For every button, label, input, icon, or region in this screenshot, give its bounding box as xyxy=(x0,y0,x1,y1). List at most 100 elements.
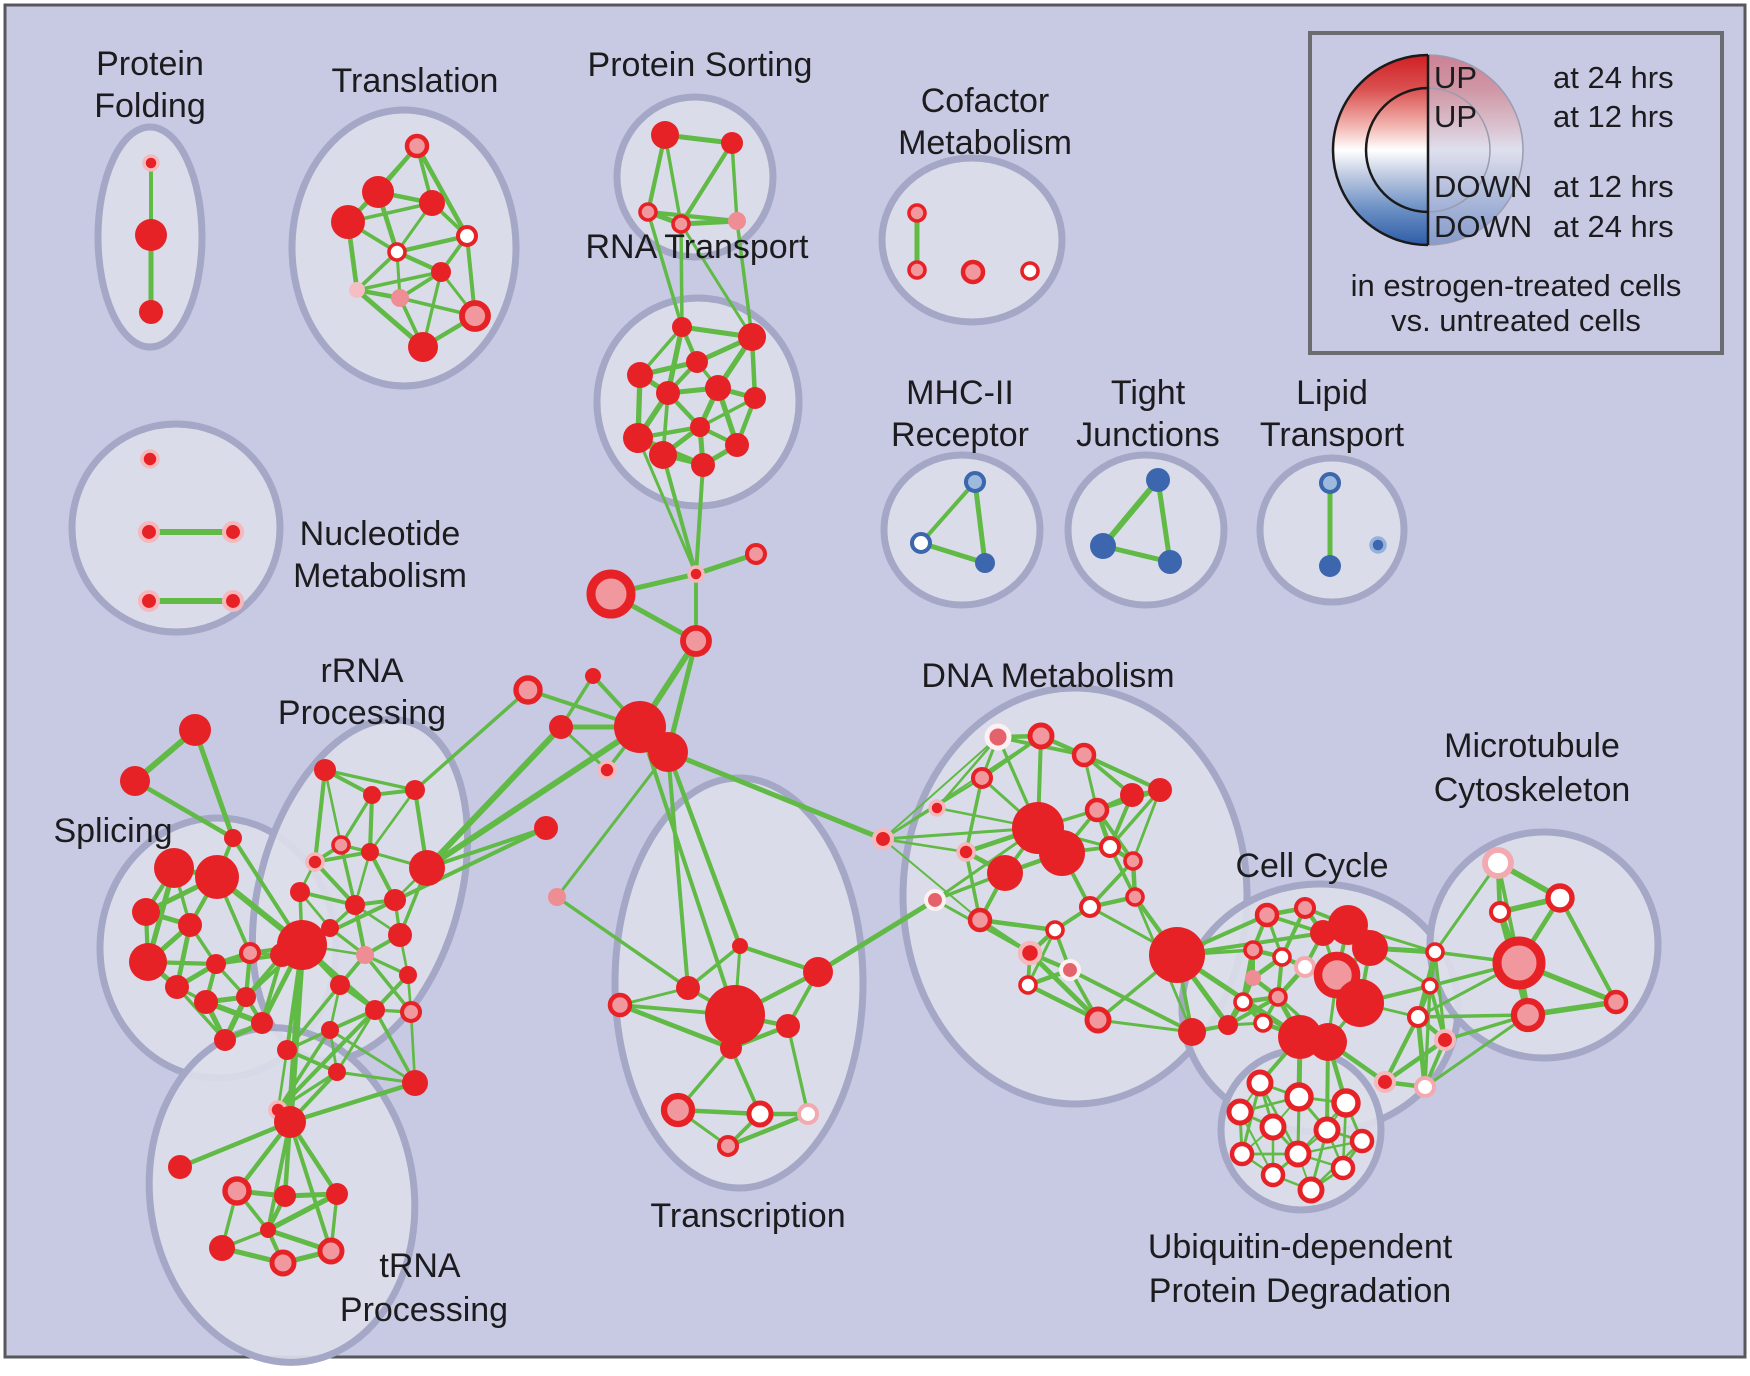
cluster-label-lipid-transport: Transport xyxy=(1260,416,1405,454)
cluster-label-rna-transport: RNA Transport xyxy=(586,228,810,266)
gene-node xyxy=(776,1014,800,1038)
gene-node xyxy=(513,675,543,705)
edge xyxy=(323,768,343,847)
edge xyxy=(882,736,999,840)
gene-node xyxy=(1017,940,1043,966)
gene-node xyxy=(746,1100,774,1128)
gene-node xyxy=(137,589,161,613)
gene-node xyxy=(627,362,653,388)
gene-node xyxy=(1148,778,1172,802)
gene-node xyxy=(738,323,766,351)
gene-node xyxy=(238,941,262,965)
gene-node xyxy=(1336,979,1384,1027)
gene-node xyxy=(356,946,374,964)
edge xyxy=(638,725,737,1017)
edge xyxy=(1423,1013,1530,1089)
edge xyxy=(1415,1014,1428,1090)
edge xyxy=(815,897,938,975)
gene-node xyxy=(404,133,430,159)
legend-time-label: at 24 hrs xyxy=(1553,209,1674,244)
gene-node xyxy=(431,262,451,282)
edge xyxy=(1382,1037,1448,1085)
legend-note: vs. untreated cells xyxy=(1391,303,1641,338)
legend-direction-label: DOWN xyxy=(1434,209,1532,244)
edge xyxy=(424,724,564,871)
gene-node xyxy=(1406,1005,1430,1029)
gene-node xyxy=(1253,1013,1273,1033)
gene-node xyxy=(1319,555,1341,577)
gene-node xyxy=(687,565,705,583)
gene-node xyxy=(221,589,245,613)
gene-node xyxy=(330,975,350,995)
legend-time-label: at 12 hrs xyxy=(1553,169,1674,204)
cluster-label-nucleotide-metabolism: Nucleotide xyxy=(300,515,461,553)
edge xyxy=(276,1048,289,1112)
edge xyxy=(132,778,236,841)
edge xyxy=(972,479,988,566)
cluster-label-dna-metabolism: DNA Metabolism xyxy=(921,657,1174,695)
cluster-label-ubiquitin-degradation: Protein Degradation xyxy=(1149,1272,1451,1310)
gene-node xyxy=(132,898,160,926)
gene-node xyxy=(1245,970,1261,986)
gene-node xyxy=(680,625,712,657)
gene-node xyxy=(224,829,242,847)
cluster-cofactor-metabolism xyxy=(878,154,1066,326)
gene-node xyxy=(405,780,425,800)
gene-node xyxy=(165,975,189,999)
cluster-label-trna-processing: Processing xyxy=(340,1291,508,1329)
gene-node xyxy=(384,889,406,911)
gene-node xyxy=(139,300,163,324)
gene-node xyxy=(1018,975,1038,995)
edge xyxy=(881,837,968,854)
edge xyxy=(663,133,683,226)
gene-node xyxy=(1352,930,1388,966)
gene-node xyxy=(137,520,161,544)
gene-node xyxy=(721,132,743,154)
edge xyxy=(679,222,684,329)
cluster-label-microtubule-cytoskeleton: Cytoskeleton xyxy=(1434,771,1631,809)
cluster-label-microtubule-cytoskeleton: Microtubule xyxy=(1444,727,1620,765)
gene-node xyxy=(331,835,351,855)
edge xyxy=(1096,1018,1194,1034)
gene-node xyxy=(585,668,601,684)
gene-node xyxy=(1369,536,1387,554)
gene-node xyxy=(705,375,731,401)
gene-node xyxy=(362,176,394,208)
gene-node xyxy=(1482,847,1514,879)
gene-node xyxy=(1098,835,1122,859)
edge xyxy=(300,826,548,947)
edge xyxy=(413,688,530,792)
gene-node xyxy=(1488,900,1512,924)
gene-node xyxy=(1084,1006,1112,1034)
gene-node xyxy=(1284,1082,1314,1112)
gene-node xyxy=(168,1155,192,1179)
edge xyxy=(355,270,443,292)
edge xyxy=(266,1120,292,1232)
edge xyxy=(394,233,470,255)
gene-node xyxy=(277,1040,297,1060)
cluster-label-tight-junctions: Tight xyxy=(1111,374,1186,412)
gene-node xyxy=(305,852,325,872)
gene-node xyxy=(1425,942,1445,962)
edge xyxy=(335,1070,417,1085)
edge xyxy=(373,1008,417,1085)
gene-node xyxy=(638,202,658,222)
gene-node xyxy=(1313,1116,1341,1144)
edge xyxy=(935,735,1000,810)
gene-node xyxy=(206,954,226,974)
gene-node xyxy=(129,943,167,981)
legend-note: in estrogen-treated cells xyxy=(1351,268,1682,303)
gene-node xyxy=(1330,1155,1356,1181)
edge xyxy=(177,1119,293,1170)
cluster-label-cell-cycle: Cell Cycle xyxy=(1235,847,1388,885)
gene-node xyxy=(1413,1075,1437,1099)
gene-node xyxy=(984,723,1012,751)
gene-node xyxy=(363,786,381,804)
gene-node xyxy=(1318,471,1342,495)
gene-node xyxy=(1125,887,1145,907)
gene-node xyxy=(321,919,339,937)
cluster-label-protein-folding: Protein xyxy=(96,45,204,83)
gene-node xyxy=(1331,1088,1361,1118)
